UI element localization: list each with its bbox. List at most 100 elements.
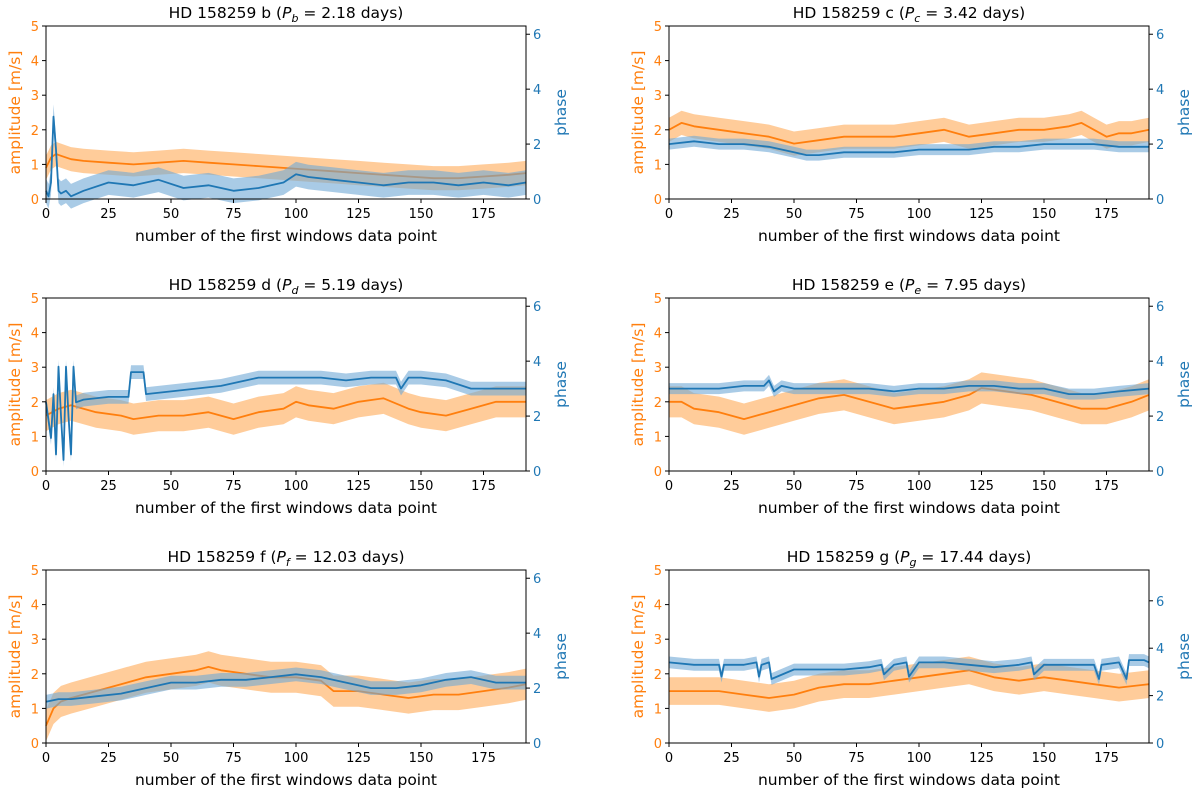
y-right-axis-label: phase (1175, 633, 1193, 680)
x-axis-label: number of the first windows data point (135, 771, 437, 789)
x-tick-label: 25 (100, 479, 117, 494)
y-left-axis-label: amplitude [m/s] (629, 595, 647, 719)
phase-line (668, 140, 1149, 157)
phase-line (45, 365, 526, 461)
x-tick-label: 25 (723, 751, 740, 766)
phase-band (669, 135, 1149, 161)
amplitude-band (669, 656, 1149, 712)
y-right-tick-label: 4 (533, 355, 541, 370)
x-axis-label: number of the first windows data point (758, 771, 1060, 789)
x-tick-label: 150 (1032, 207, 1057, 222)
phase-band (669, 374, 1149, 400)
y-left-tick-label: 0 (654, 737, 662, 752)
y-right-tick-label: 2 (1156, 410, 1164, 425)
y-left-tick-label: 1 (31, 158, 39, 173)
y-right-axis-label: phase (1175, 89, 1193, 136)
y-right-tick-label: 0 (1156, 193, 1164, 208)
y-left-tick-label: 5 (654, 292, 662, 307)
x-tick-label: 125 (346, 479, 371, 494)
amplitude-line (669, 669, 1150, 699)
phase-band (46, 359, 526, 467)
x-tick-label: 175 (471, 479, 496, 494)
x-tick-label: 125 (969, 751, 994, 766)
amplitude-line (668, 122, 1150, 145)
x-tick-label: 150 (409, 207, 434, 222)
x-axis-label: number of the first windows data point (135, 499, 437, 517)
y-left-tick-label: 0 (31, 193, 39, 208)
plot-frame (45, 25, 527, 200)
x-tick-label: 0 (42, 207, 50, 222)
y-left-tick-label: 0 (654, 465, 662, 480)
x-tick-label: 125 (346, 207, 371, 222)
x-tick-label: 0 (42, 479, 50, 494)
plot-frame (668, 569, 1150, 744)
y-left-tick-label: 3 (31, 633, 39, 648)
y-right-axis-label: phase (552, 633, 570, 680)
y-left-tick-label: 1 (654, 430, 662, 445)
y-right-axis-label: phase (1175, 361, 1193, 408)
x-tick-label: 50 (786, 751, 803, 766)
phase-line (669, 379, 1150, 396)
x-tick-label: 125 (346, 751, 371, 766)
x-tick-label: 75 (848, 751, 865, 766)
panel-title: HD 158259 e (Pe = 7.95 days) (792, 276, 1026, 297)
y-left-tick-label: 1 (654, 702, 662, 717)
y-right-tick-label: 2 (1156, 690, 1164, 705)
y-right-tick-label: 4 (533, 627, 541, 642)
y-left-tick-label: 0 (654, 193, 662, 208)
x-axis-label: number of the first windows data point (135, 227, 437, 245)
x-tick-label: 0 (665, 479, 673, 494)
y-right-tick-label: 0 (1156, 737, 1164, 752)
x-tick-label: 150 (1032, 751, 1057, 766)
y-left-tick-label: 5 (31, 292, 39, 307)
x-tick-label: 75 (225, 751, 242, 766)
x-tick-label: 25 (723, 479, 740, 494)
y-left-tick-label: 2 (654, 668, 662, 683)
y-left-tick-label: 2 (654, 396, 662, 411)
x-tick-label: 75 (848, 479, 865, 494)
panel-title: HD 158259 f (Pf = 12.03 days) (167, 548, 404, 569)
y-left-tick-label: 1 (31, 702, 39, 717)
x-tick-label: 175 (471, 207, 496, 222)
phase-line (668, 659, 1150, 680)
y-left-tick-label: 5 (31, 20, 39, 35)
y-left-axis-label: amplitude [m/s] (629, 323, 647, 447)
y-right-tick-label: 4 (533, 83, 541, 98)
x-tick-label: 50 (786, 479, 803, 494)
x-axis-label: number of the first windows data point (758, 499, 1060, 517)
plot-frame (668, 25, 1150, 200)
panel-title: HD 158259 g (Pg = 17.44 days) (787, 548, 1032, 569)
x-tick-label: 175 (1094, 479, 1119, 494)
y-right-tick-label: 2 (533, 410, 541, 425)
y-left-tick-label: 4 (31, 599, 39, 614)
x-tick-label: 50 (786, 207, 803, 222)
x-tick-label: 50 (163, 207, 180, 222)
y-left-tick-label: 3 (31, 361, 39, 376)
y-right-tick-label: 2 (1156, 138, 1164, 153)
plot-frame (45, 297, 527, 472)
x-tick-label: 100 (284, 751, 309, 766)
y-right-tick-label: 6 (1156, 300, 1164, 315)
x-tick-label: 150 (1032, 479, 1057, 494)
y-left-tick-label: 2 (31, 396, 39, 411)
phase-band (46, 667, 526, 709)
panel-title: HD 158259 d (Pd = 5.19 days) (169, 276, 404, 297)
y-right-tick-label: 6 (1156, 28, 1164, 43)
x-tick-label: 25 (100, 751, 117, 766)
phase-band (669, 654, 1149, 685)
x-tick-label: 25 (723, 207, 740, 222)
x-tick-label: 50 (163, 751, 180, 766)
x-tick-label: 75 (848, 207, 865, 222)
y-left-axis-label: amplitude [m/s] (6, 595, 24, 719)
y-left-tick-label: 5 (654, 20, 662, 35)
y-right-tick-label: 6 (533, 572, 541, 587)
x-tick-label: 50 (163, 479, 180, 494)
y-left-tick-label: 4 (654, 55, 662, 70)
y-left-tick-label: 1 (31, 430, 39, 445)
amplitude-line (45, 397, 526, 421)
